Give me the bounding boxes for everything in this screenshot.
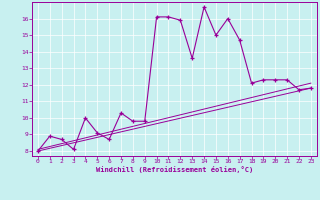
X-axis label: Windchill (Refroidissement éolien,°C): Windchill (Refroidissement éolien,°C) (96, 166, 253, 173)
